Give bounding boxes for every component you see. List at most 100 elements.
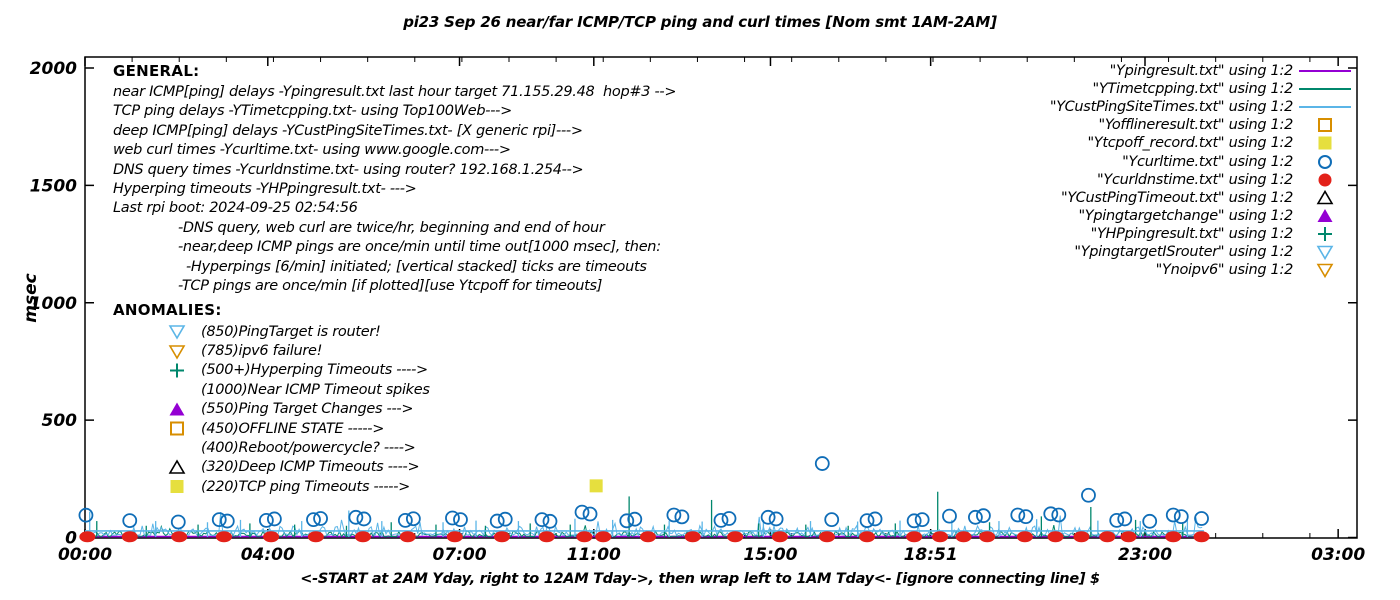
point-Ycurldnstime.txt	[727, 531, 744, 543]
x-tick-label: 11:00	[567, 545, 621, 565]
point-Ycurltime.txt	[914, 512, 930, 528]
point-Ycurltime.txt	[1117, 511, 1133, 527]
point-Ycurltime.txt	[942, 508, 957, 524]
tri-down-open-icon	[165, 343, 189, 360]
square-fill-icon	[165, 478, 189, 495]
point-Ycurldnstime.txt	[576, 531, 593, 543]
legend-label: "Ynoipv6" using 1:2	[1155, 262, 1294, 279]
legend-swatch	[1293, 80, 1357, 98]
point-Ycurltime.txt	[266, 511, 282, 527]
anomaly-row-2: (500+)Hyperping Timeouts ---->	[113, 361, 430, 380]
legend-item-0: "Ypingresult.txt" using 1:2	[1050, 62, 1357, 80]
point-Ycurldnstime.txt	[859, 531, 876, 543]
legend-swatch	[1293, 134, 1357, 152]
legend: "Ypingresult.txt" using 1:2 "YTimetcpping…	[1050, 62, 1357, 279]
y-tick-label: 1000	[30, 294, 77, 314]
legend-swatch	[1293, 243, 1357, 261]
legend-swatch	[1293, 98, 1357, 116]
point-Ycurltime.txt	[1165, 507, 1181, 523]
legend-label: "Ypingresult.txt" using 1:2	[1109, 63, 1294, 80]
point-Ycurltime.txt	[867, 511, 883, 527]
anomaly-label: (500+)Hyperping Timeouts ---->	[201, 362, 428, 379]
general-line-0: near ICMP[ping] delays -Ypingresult.txt …	[113, 84, 677, 100]
general-line-10: -TCP pings are once/min [if plotted][use…	[178, 277, 603, 294]
point-Ycurldnstime.txt	[1099, 531, 1116, 543]
point-Ycurltime.txt	[1018, 509, 1034, 525]
line-icon	[1299, 88, 1351, 91]
x-tick-label: 04:00	[241, 545, 295, 565]
anomaly-label: (1000)Near ICMP Timeout spikes	[201, 381, 430, 398]
point-Ycurltime.txt	[666, 507, 682, 523]
x-tick-label: 03:00	[1311, 545, 1365, 565]
legend-item-10: "YpingtargetISrouter" using 1:2	[1050, 243, 1357, 261]
point-Ycurldnstime.txt	[354, 531, 371, 543]
anomaly-row-5: (450)OFFLINE STATE ----->	[113, 419, 430, 438]
point-Ytcpoff_record.txt	[589, 479, 603, 493]
point-Ycurldnstime.txt	[171, 531, 188, 543]
point-Ycurldnstime.txt	[1073, 531, 1090, 543]
point-Ycurltime.txt	[824, 512, 840, 528]
anomaly-row-3: (1000)Near ICMP Timeout spikes	[113, 380, 430, 399]
legend-item-8: "Ypingtargetchange" using 1:2	[1050, 207, 1357, 225]
tri-up-open-icon	[168, 459, 186, 474]
point-Ycurldnstime.txt	[819, 531, 835, 543]
y-tick-label: 2000	[30, 59, 77, 79]
plot-frame	[84, 56, 1358, 539]
x-axis-label: <-START at 2AM Yday, right to 12AM Tday-…	[300, 571, 1100, 587]
chart-title: pi23 Sep 26 near/far ICMP/TCP ping and c…	[403, 13, 997, 31]
square-open-icon	[170, 421, 184, 436]
legend-item-5: "Ycurltime.txt" using 1:2	[1050, 152, 1357, 170]
tri-up-fill-icon	[169, 402, 185, 416]
anomaly-label: (220)TCP ping Timeouts ----->	[201, 478, 411, 495]
point-Ycurltime.txt	[497, 511, 513, 527]
general-line-3: web curl times -Ycurltime.txt- using www…	[113, 142, 511, 159]
point-Ycurltime.txt	[814, 456, 830, 471]
legend-item-1: "YTimetcpping.txt" using 1:2	[1050, 80, 1357, 98]
point-Ycurldnstime.txt	[215, 531, 232, 543]
point-Ycurltime.txt	[542, 513, 558, 529]
point-Ycurltime.txt	[1109, 512, 1125, 528]
general-heading: GENERAL:	[113, 62, 200, 80]
tri-down-open-icon	[168, 325, 186, 340]
legend-label: "YCustPingTimeout.txt" using 1:2	[1060, 189, 1293, 206]
general-line-2: deep ICMP[ping] delays -YCustPingSiteTim…	[113, 122, 583, 139]
point-Ycurldnstime.txt	[979, 531, 996, 543]
circle-open-icon	[1318, 154, 1332, 169]
point-Ycurldnstime.txt	[538, 531, 555, 543]
anomaly-row-1: (785)ipv6 failure!	[113, 341, 430, 360]
point-Ycurltime.txt	[1194, 511, 1209, 526]
point-Ycurltime.txt	[356, 511, 372, 527]
point-Ycurldnstime.txt	[263, 531, 280, 543]
x-tick-label: 18:51	[904, 545, 958, 565]
point-Ycurltime.txt	[122, 513, 138, 528]
legend-item-11: "Ynoipv6" using 1:2	[1050, 261, 1357, 279]
x-tick-label: 23:00	[1118, 545, 1172, 565]
point-Ycurltime.txt	[619, 513, 635, 529]
point-Ycurldnstime.txt	[493, 531, 510, 543]
point-Ycurltime.txt	[397, 512, 413, 528]
point-Ycurltime.txt	[489, 513, 505, 529]
point-Ycurldnstime.txt	[399, 531, 416, 543]
legend-swatch	[1293, 225, 1357, 243]
legend-item-4: "Ytcpoff_record.txt" using 1:2	[1050, 134, 1357, 152]
point-Ycurltime.txt	[968, 509, 983, 525]
square-open-icon	[1318, 118, 1332, 133]
legend-label: "Ycurltime.txt" using 1:2	[1122, 153, 1293, 170]
general-line-7: -DNS query, web curl are twice/hr, begin…	[178, 219, 605, 236]
general-line-1: TCP ping delays -YTimetcpping.txt- using…	[113, 103, 512, 120]
anomaly-label: (400)Reboot/powercycle? ---->	[201, 440, 416, 457]
point-Ycurltime.txt	[219, 513, 235, 529]
x-tick-label: 00:00	[58, 545, 112, 565]
general-line-9: -Hyperpings [6/min] initiated; [vertical…	[186, 258, 647, 275]
point-Ycurldnstime.txt	[1165, 531, 1182, 543]
point-Ycurltime.txt	[768, 511, 784, 527]
y-tick-label: 1500	[30, 176, 77, 196]
point-Ycurldnstime.txt	[639, 531, 656, 543]
legend-item-6: "Ycurldnstime.txt" using 1:2	[1050, 171, 1357, 189]
general-notes: GENERAL: near ICMP[ping] delays -Ypingre…	[113, 62, 677, 296]
anomalies-heading: ANOMALIES:	[113, 301, 222, 319]
anomaly-label: (550)Ping Target Changes --->	[201, 401, 414, 418]
point-Ycurldnstime.txt	[1047, 531, 1064, 543]
